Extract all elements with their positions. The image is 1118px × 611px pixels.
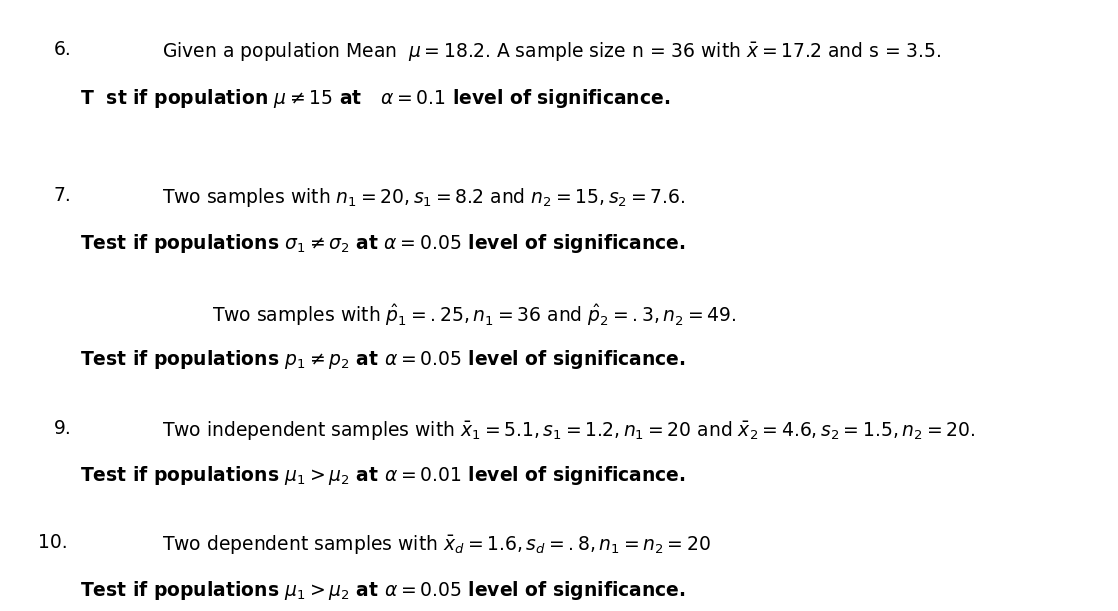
Text: 9.: 9.: [54, 419, 72, 437]
Text: Test if populations $p_1 \neq p_2$ at $\alpha = 0.05$ level of significance.: Test if populations $p_1 \neq p_2$ at $\…: [80, 348, 686, 371]
Text: T  st if population $\mu \neq 15$ at   $\alpha = 0.1$ level of significance.: T st if population $\mu \neq 15$ at $\al…: [80, 87, 671, 110]
Text: 7.: 7.: [54, 186, 72, 205]
Text: Two independent samples with $\bar{x}_1 = 5.1, s_1 = 1.2, n_1 = 20$ and $\bar{x}: Two independent samples with $\bar{x}_1 …: [162, 419, 975, 442]
Text: 10.: 10.: [38, 533, 67, 552]
Text: Two samples with $n_1 = 20, s_1 = 8.2$ and $n_2 = 15, s_2 = 7.6$.: Two samples with $n_1 = 20, s_1 = 8.2$ a…: [162, 186, 685, 210]
Text: 6.: 6.: [54, 40, 72, 59]
Text: Test if populations $\sigma_1 \neq \sigma_2$ at $\alpha = 0.05$ level of signifi: Test if populations $\sigma_1 \neq \sigm…: [80, 232, 686, 255]
Text: Two samples with $\hat{p}_1 = .25, n_1 = 36$ and $\hat{p}_2 = .3, n_2 = 49$.: Two samples with $\hat{p}_1 = .25, n_1 =…: [212, 302, 737, 328]
Text: Given a population Mean  $\mu = 18.2$. A sample size n = 36 with $\bar{x} = 17.2: Given a population Mean $\mu = 18.2$. A …: [162, 40, 941, 63]
Text: Two dependent samples with $\bar{x}_d = 1.6, s_d = .8, n_1 = n_2 = 20$: Two dependent samples with $\bar{x}_d = …: [162, 533, 711, 556]
Text: Test if populations $\mu_1 > \mu_2$ at $\alpha = 0.05$ level of significance.: Test if populations $\mu_1 > \mu_2$ at $…: [80, 579, 686, 602]
Text: Test if populations $\mu_1 > \mu_2$ at $\alpha = 0.01$ level of significance.: Test if populations $\mu_1 > \mu_2$ at $…: [80, 464, 686, 488]
